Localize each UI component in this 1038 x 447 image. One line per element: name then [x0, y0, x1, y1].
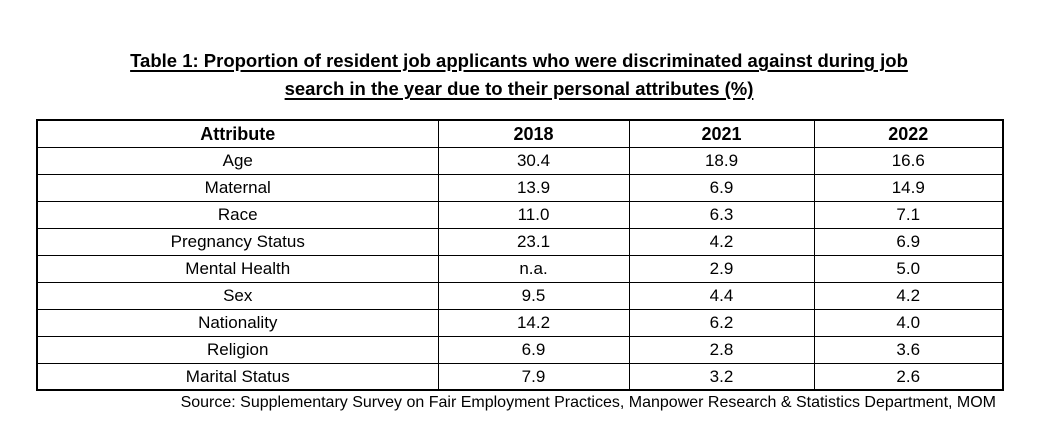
- table-title-line2: search in the year due to their personal…: [284, 78, 754, 99]
- value-cell-2018: 11.0: [437, 200, 630, 229]
- value-cell-2022: 14.9: [813, 173, 1004, 202]
- attribute-cell: Age: [36, 146, 439, 175]
- value-cell-2021: 2.8: [628, 335, 815, 364]
- value-cell-2018: 13.9: [437, 173, 630, 202]
- table-row-pregnancy-status: Pregnancy Status 23.1 4.2 6.9: [36, 227, 1004, 256]
- value-cell-2021: 6.9: [628, 173, 815, 202]
- column-header-attribute: Attribute: [36, 119, 439, 148]
- table-row-mental-health: Mental Health n.a. 2.9 5.0: [36, 254, 1004, 283]
- value-cell-2022: 4.2: [813, 281, 1004, 310]
- attribute-cell: Race: [36, 200, 439, 229]
- attribute-cell: Pregnancy Status: [36, 227, 439, 256]
- value-cell-2021: 4.2: [628, 227, 815, 256]
- table-row-age: Age 30.4 18.9 16.6: [36, 146, 1004, 175]
- value-cell-2022: 4.0: [813, 308, 1004, 337]
- value-cell-2022: 6.9: [813, 227, 1004, 256]
- value-cell-2022: 16.6: [813, 146, 1004, 175]
- value-cell-2021: 3.2: [628, 362, 815, 391]
- value-cell-2018: 14.2: [437, 308, 630, 337]
- column-header-2018: 2018: [437, 119, 630, 148]
- value-cell-2018: 6.9: [437, 335, 630, 364]
- source-note: Source: Supplementary Survey on Fair Emp…: [180, 394, 996, 411]
- table-row-sex: Sex 9.5 4.4 4.2: [36, 281, 1004, 310]
- table-row-maternal: Maternal 13.9 6.9 14.9: [36, 173, 1004, 202]
- attribute-cell: Maternal: [36, 173, 439, 202]
- attribute-cell: Marital Status: [36, 362, 439, 391]
- value-cell-2022: 2.6: [813, 362, 1004, 391]
- value-cell-2022: 5.0: [813, 254, 1004, 283]
- value-cell-2018: n.a.: [437, 254, 630, 283]
- data-table: Attribute 2018 2021 2022 Age 30.4 18.9 1…: [36, 119, 1004, 391]
- attribute-cell: Religion: [36, 335, 439, 364]
- table-title: Table 1: Proportion of resident job appl…: [0, 47, 1038, 103]
- table-row-race: Race 11.0 6.3 7.1: [36, 200, 1004, 229]
- column-header-2021: 2021: [628, 119, 815, 148]
- table-header-row: Attribute 2018 2021 2022: [36, 119, 1004, 148]
- table-row-religion: Religion 6.9 2.8 3.6: [36, 335, 1004, 364]
- value-cell-2022: 7.1: [813, 200, 1004, 229]
- attribute-cell: Nationality: [36, 308, 439, 337]
- value-cell-2018: 23.1: [437, 227, 630, 256]
- value-cell-2018: 9.5: [437, 281, 630, 310]
- attribute-cell: Mental Health: [36, 254, 439, 283]
- attribute-cell: Sex: [36, 281, 439, 310]
- value-cell-2021: 6.3: [628, 200, 815, 229]
- value-cell-2018: 30.4: [437, 146, 630, 175]
- value-cell-2021: 18.9: [628, 146, 815, 175]
- table-title-line1: Table 1: Proportion of resident job appl…: [130, 50, 908, 71]
- table-row-nationality: Nationality 14.2 6.2 4.0: [36, 308, 1004, 337]
- value-cell-2021: 4.4: [628, 281, 815, 310]
- value-cell-2021: 6.2: [628, 308, 815, 337]
- table-row-marital-status: Marital Status 7.9 3.2 2.6: [36, 362, 1004, 391]
- column-header-2022: 2022: [813, 119, 1004, 148]
- value-cell-2022: 3.6: [813, 335, 1004, 364]
- value-cell-2018: 7.9: [437, 362, 630, 391]
- value-cell-2021: 2.9: [628, 254, 815, 283]
